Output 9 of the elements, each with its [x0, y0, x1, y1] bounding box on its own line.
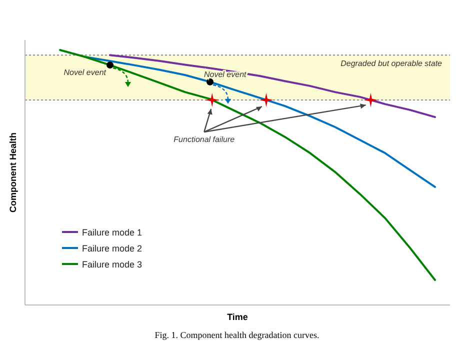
band-label: Degraded but operable state — [340, 59, 443, 68]
y-axis-title: Component Health — [8, 132, 18, 212]
x-axis-title: Time — [227, 312, 248, 322]
annotation: Novel event — [64, 68, 107, 78]
legend-label: Failure mode 1 — [82, 228, 142, 238]
caption: Fig. 1. Component health degradation curves. — [154, 330, 320, 340]
annotation: Functional failure — [174, 134, 236, 144]
legend-label: Failure mode 2 — [82, 244, 142, 254]
legend-label: Failure mode 3 — [82, 260, 142, 270]
